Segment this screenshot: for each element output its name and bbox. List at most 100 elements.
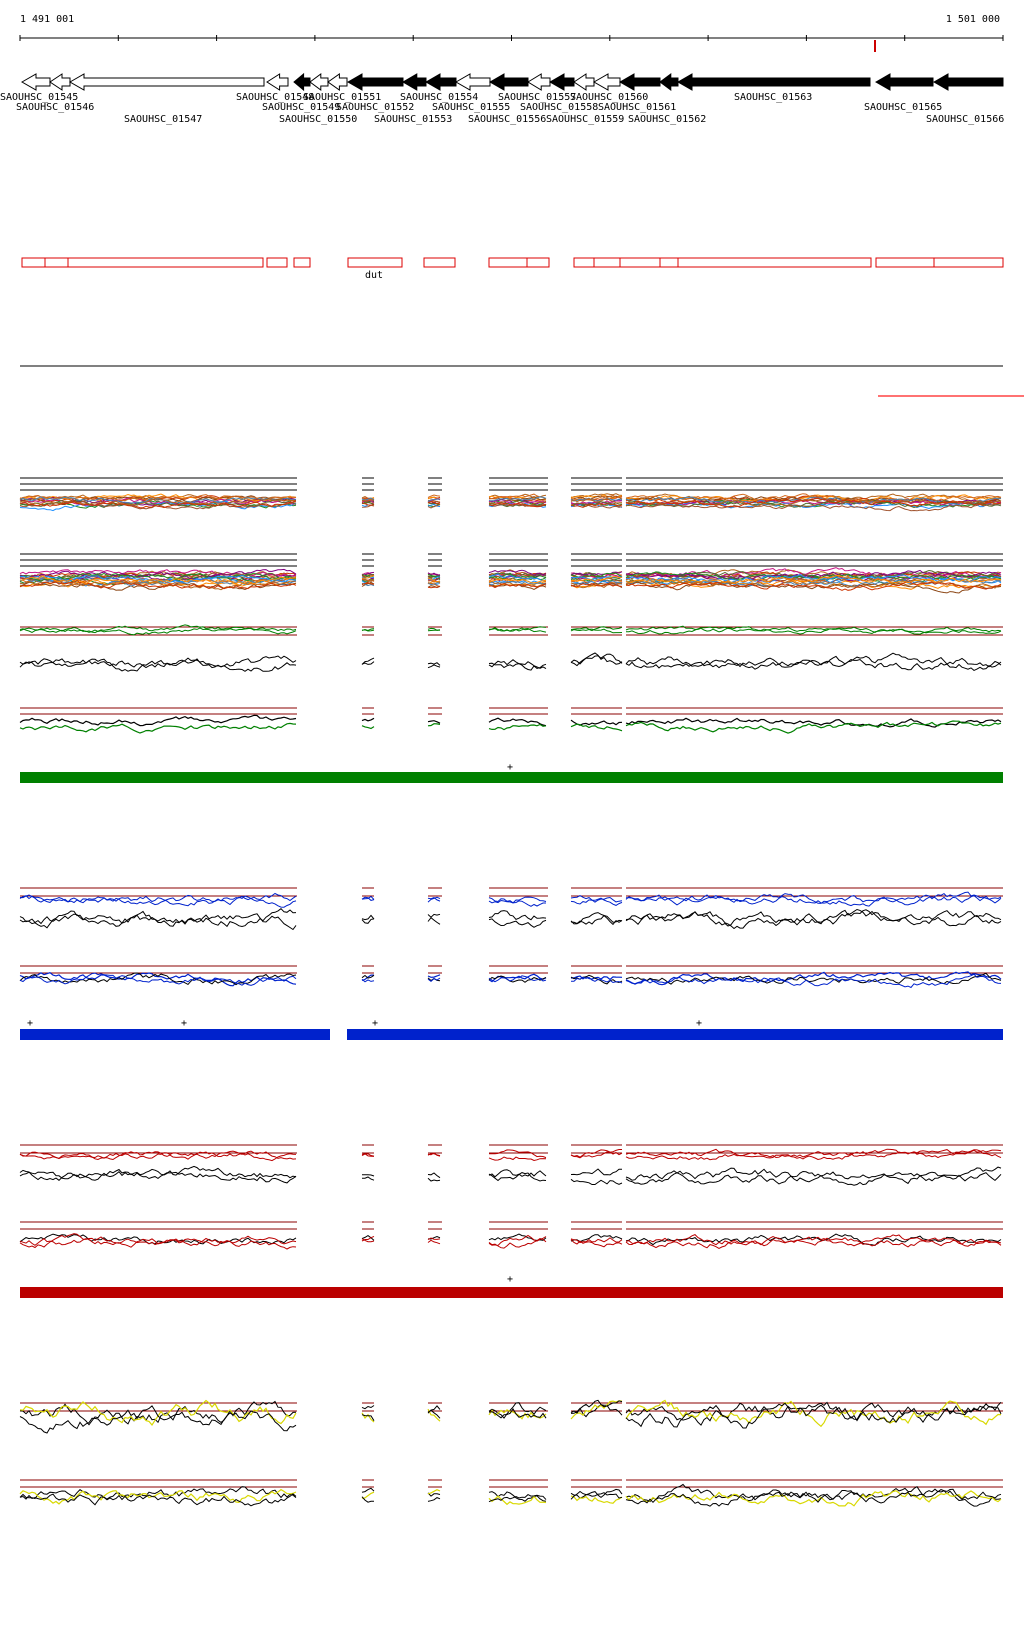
gene-arrow[interactable] [346,73,404,91]
expression-trace [488,1172,547,1182]
gene-arrow[interactable] [488,73,529,91]
expression-trace [427,503,441,508]
expression-trace [427,1172,441,1179]
gene-arrow[interactable] [327,73,348,91]
expression-trace [488,1237,547,1249]
gene-arrow[interactable] [309,73,329,91]
expression-trace [19,580,297,590]
expression-trace [19,568,297,580]
group-bar-green [20,772,1003,783]
expression-trace [625,909,1002,927]
expression-trace [427,664,441,669]
expression-trace [488,1495,547,1506]
feature-track [21,257,1004,268]
expression-trace [427,501,441,505]
expression-trace [570,723,623,732]
feature-box[interactable] [875,257,935,268]
feature-box[interactable] [573,257,595,268]
expression-trace [570,1149,623,1158]
feature-box[interactable] [266,257,288,268]
expression-trace [427,662,441,666]
expression-trace [570,582,623,589]
expression-trace [361,629,375,632]
gene-arrow[interactable] [49,73,71,91]
feature-box[interactable] [347,257,403,268]
gene-arrow[interactable] [932,73,1004,91]
expression-trace [19,714,297,727]
expression-trace [570,975,623,981]
expression-trace [427,503,441,509]
gene-arrow[interactable] [68,73,265,91]
feature-box[interactable] [933,257,1004,268]
feature-box[interactable] [21,257,46,268]
expression-trace [19,624,297,634]
feature-box[interactable] [293,257,311,268]
feature-box[interactable] [619,257,661,268]
expression-trace [488,1402,547,1419]
expression-profiles [19,477,1003,1507]
expression-trace [570,1495,623,1504]
expression-trace [361,502,375,506]
expression-trace [625,1399,1002,1428]
expression-trace [19,1150,297,1160]
expression-trace [488,1493,547,1503]
gene-arrow[interactable] [424,73,457,91]
marker-plus-3: + [181,1018,187,1029]
feature-box[interactable] [423,257,456,268]
ruler-start-label: 1 491 001 [20,14,74,25]
expression-trace [361,1174,375,1177]
gene-label: SAOUHSC_01563 [734,92,812,103]
gene-arrow[interactable] [874,73,934,91]
gene-arrow[interactable] [266,73,289,91]
expression-trace [625,569,1002,581]
expression-trace [427,577,441,583]
expression-trace [361,1487,375,1493]
gene-arrow[interactable] [454,73,491,91]
feature-box[interactable] [593,257,621,268]
expression-trace [361,1176,375,1181]
feature-box[interactable] [44,257,69,268]
expression-trace [427,916,441,925]
expression-trace [488,975,547,983]
expression-trace [427,572,441,576]
expression-trace [19,1165,297,1181]
expression-trace [427,494,441,498]
expression-trace [19,1405,297,1434]
feature-box[interactable] [67,257,264,268]
expression-trace [488,1407,547,1419]
gene-arrow[interactable] [20,73,51,91]
expression-trace [488,910,547,921]
expression-trace [361,504,375,508]
expression-trace [19,892,297,906]
gene-label: SAOUHSC_01561 [598,102,676,113]
expression-trace [625,569,1002,580]
expression-trace [625,1234,1002,1247]
expression-trace [19,569,297,577]
expression-trace [427,582,441,588]
gene-arrow[interactable] [676,73,871,91]
feature-box[interactable] [677,257,872,268]
gene-arrow[interactable] [592,73,621,91]
gene-arrow[interactable] [618,73,661,91]
gene-label: SAOUHSC_01545 [0,92,78,103]
gene-arrow[interactable] [548,73,575,91]
expression-trace [361,1491,375,1499]
expression-trace [625,1148,1002,1161]
gene-label: SAOUHSC_01565 [864,102,942,113]
expression-trace [488,717,547,727]
expression-trace [570,897,623,906]
feature-box[interactable] [659,257,679,268]
feature-box[interactable] [526,257,550,268]
expression-trace [570,1178,623,1185]
gene-arrow[interactable] [402,73,427,91]
gene-arrow[interactable] [527,73,551,91]
expression-trace [19,722,297,734]
feature-box[interactable] [488,257,528,268]
gene-arrow[interactable] [659,73,679,91]
gene-arrow[interactable] [293,72,311,92]
gene-label: SAOUHSC_01560 [570,92,648,103]
gene-arrow[interactable] [573,73,595,91]
expression-trace [570,626,623,632]
